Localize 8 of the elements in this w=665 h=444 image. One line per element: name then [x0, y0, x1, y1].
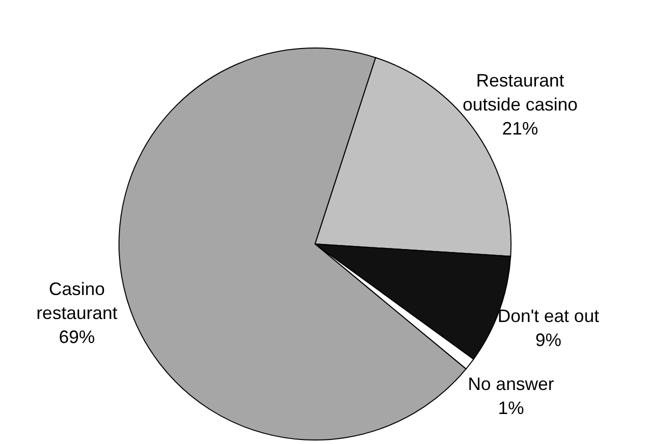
- slice-label: No answer: [468, 374, 554, 394]
- data-label: 1%: [498, 398, 524, 418]
- slice-label: Don't eat out: [498, 306, 600, 326]
- data-label: 69%: [58, 327, 95, 348]
- data-label: 21%: [502, 118, 538, 139]
- data-label: 9%: [535, 330, 562, 350]
- slice-label: Restaurant outside casino: [462, 70, 578, 115]
- slice-label: Casino restaurant: [36, 279, 118, 324]
